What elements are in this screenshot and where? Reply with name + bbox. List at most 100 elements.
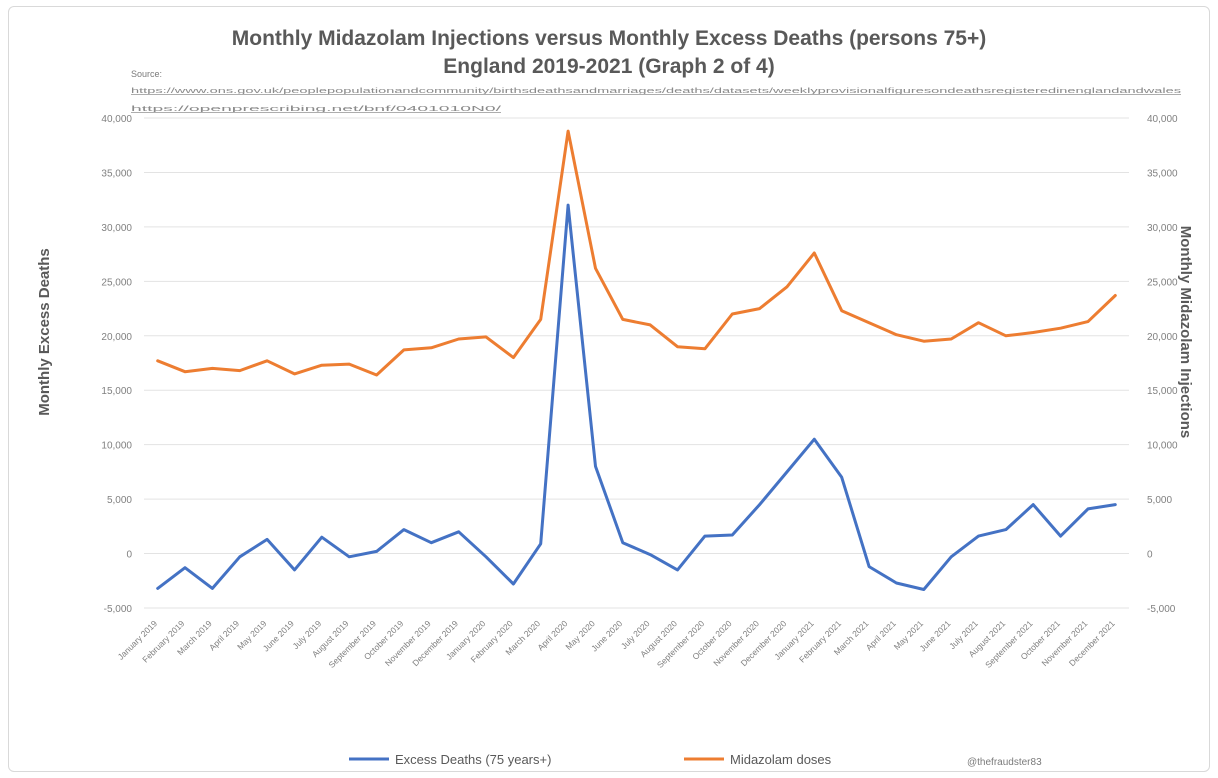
- legend-label-midazolam: Midazolam doses: [730, 752, 832, 767]
- data-point-excess-deaths: [457, 530, 460, 533]
- data-point-excess-deaths: [1004, 528, 1008, 531]
- y-axis-left-title: Monthly Excess Deaths: [36, 248, 53, 416]
- data-point-midazolam: [977, 321, 980, 324]
- data-point-midazolam: [813, 251, 816, 255]
- data-point-midazolam: [621, 318, 624, 321]
- y-tick-label-right: 25,000: [1147, 277, 1178, 288]
- data-point-midazolam: [1004, 334, 1008, 337]
- credit-label: @thefraudster83: [967, 757, 1042, 768]
- data-point-midazolam: [457, 337, 460, 341]
- data-point-excess-deaths: [430, 541, 433, 544]
- y-tick-label-left: 15,000: [101, 386, 132, 397]
- data-point-excess-deaths: [758, 503, 761, 506]
- data-point-midazolam: [922, 340, 925, 343]
- data-point-midazolam: [238, 369, 241, 372]
- series-line-excess-deaths: [156, 203, 1117, 591]
- source-link-1[interactable]: https://www.ons.gov.uk/peoplepopulationa…: [131, 88, 1182, 95]
- source-link-2[interactable]: https://openprescribing.net/bnf/0401010N…: [131, 106, 501, 113]
- gridlines: [144, 117, 1129, 609]
- chart-frame: Monthly Midazolam Injections versus Mont…: [8, 6, 1210, 772]
- data-point-midazolam: [512, 356, 515, 359]
- data-point-midazolam: [1086, 320, 1090, 323]
- data-point-midazolam: [265, 359, 269, 362]
- data-point-midazolam: [649, 323, 652, 327]
- data-point-excess-deaths: [566, 203, 570, 207]
- data-point-excess-deaths: [922, 588, 925, 591]
- data-point-midazolam: [785, 285, 789, 288]
- y-tick-label-left: 35,000: [101, 168, 132, 179]
- y-tick-label-right: 15,000: [1147, 386, 1178, 397]
- data-point-excess-deaths: [156, 587, 159, 590]
- data-point-midazolam: [402, 348, 406, 352]
- data-point-midazolam: [156, 359, 159, 362]
- data-point-excess-deaths: [703, 534, 707, 538]
- x-tick-label: April 2021: [864, 618, 898, 652]
- y-tick-label-left: 0: [126, 550, 132, 561]
- data-point-excess-deaths: [731, 533, 734, 537]
- y-tick-label-left: -5,000: [104, 604, 133, 615]
- data-point-excess-deaths: [402, 528, 406, 531]
- data-point-midazolam: [375, 373, 378, 377]
- y-tick-label-right: 10,000: [1147, 441, 1178, 452]
- chart-title: Monthly Midazolam Injections versus Mont…: [232, 27, 986, 50]
- y-tick-label-left: 20,000: [101, 332, 132, 343]
- data-point-excess-deaths: [977, 534, 980, 538]
- data-point-excess-deaths: [512, 582, 515, 586]
- data-point-midazolam: [430, 346, 433, 349]
- y-tick-label-right: 20,000: [1147, 332, 1178, 343]
- data-point-midazolam: [867, 321, 871, 324]
- data-point-excess-deaths: [183, 566, 187, 569]
- x-tick-label: September 2021: [983, 618, 1035, 670]
- data-point-excess-deaths: [211, 587, 214, 590]
- data-point-excess-deaths: [867, 565, 871, 568]
- data-point-excess-deaths: [1114, 503, 1117, 506]
- legend-label-excess-deaths: Excess Deaths (75 years+): [395, 752, 551, 767]
- y-tick-label-left: 30,000: [101, 223, 132, 234]
- data-point-midazolam: [1059, 327, 1062, 330]
- chart-canvas: Monthly Midazolam Injections versus Mont…: [36, 27, 1194, 768]
- data-point-midazolam: [566, 129, 570, 133]
- data-point-midazolam: [731, 312, 734, 316]
- data-point-midazolam: [183, 370, 187, 373]
- x-tick-label: April 2019: [207, 618, 241, 652]
- source-label: Source:: [131, 69, 162, 79]
- data-point-midazolam: [348, 362, 351, 366]
- y-tick-label-right: 35,000: [1147, 168, 1178, 179]
- y-axis-right-ticks: 40,000 35,000 30,000 25,000 20,000 15,000 10,0…: [1147, 114, 1178, 615]
- data-point-midazolam: [840, 309, 843, 312]
- data-point-excess-deaths: [895, 581, 898, 585]
- data-point-excess-deaths: [265, 538, 269, 541]
- data-point-excess-deaths: [375, 550, 378, 553]
- data-point-excess-deaths: [785, 470, 789, 474]
- legend: Excess Deaths (75 years+) Midazolam dose…: [349, 752, 832, 767]
- data-point-excess-deaths: [621, 541, 624, 544]
- data-point-excess-deaths: [348, 555, 351, 558]
- y-tick-label-right: 0: [1147, 550, 1153, 561]
- y-tick-label-left: 25,000: [101, 277, 132, 288]
- data-point-midazolam: [320, 364, 323, 367]
- data-point-midazolam: [950, 337, 953, 341]
- y-tick-label-right: 5,000: [1147, 495, 1172, 506]
- x-tick-label: September 2020: [655, 618, 707, 670]
- data-point-excess-deaths: [594, 465, 597, 468]
- y-tick-label-left: 5,000: [107, 495, 132, 506]
- data-point-excess-deaths: [676, 568, 679, 572]
- data-point-excess-deaths: [238, 555, 241, 558]
- y-tick-label-left: 40,000: [101, 114, 132, 125]
- data-point-excess-deaths: [1059, 534, 1062, 538]
- data-point-excess-deaths: [293, 568, 296, 572]
- data-point-midazolam: [484, 335, 488, 339]
- data-point-midazolam: [676, 345, 679, 348]
- y-tick-label-right: 40,000: [1147, 114, 1178, 125]
- y-tick-label-right: -5,000: [1147, 604, 1176, 615]
- data-point-excess-deaths: [950, 555, 953, 558]
- data-point-excess-deaths: [649, 553, 652, 556]
- data-point-excess-deaths: [813, 438, 816, 441]
- data-point-excess-deaths: [840, 476, 843, 479]
- y-axis-left-ticks: 40,000 35,000 30,000 25,000 20,000 15,000 10,0…: [101, 114, 132, 615]
- data-point-midazolam: [594, 267, 597, 270]
- data-point-midazolam: [703, 347, 707, 350]
- x-tick-label: September 2019: [326, 618, 378, 670]
- y-axis-right-title: Monthly Midazolam Injections: [1177, 226, 1194, 439]
